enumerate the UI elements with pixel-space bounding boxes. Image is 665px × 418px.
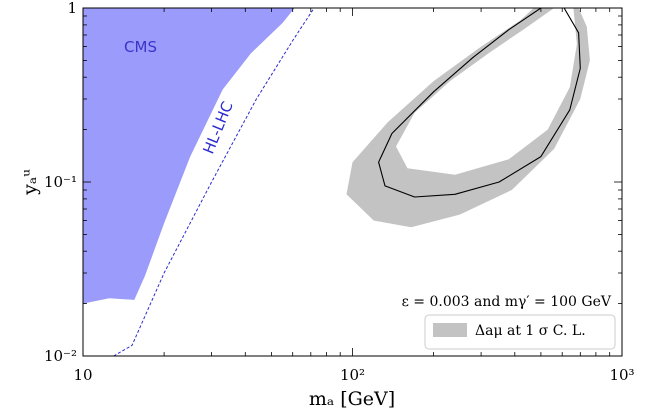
cms-region-label: CMS: [124, 38, 157, 56]
legend-frame: [424, 314, 616, 350]
axis-ticks: 10 10² 10³ 10⁻² 10⁻¹ 1: [44, 0, 635, 384]
x-tick-label: 10: [73, 366, 92, 384]
x-axis-label: mₐ [GeV]: [309, 388, 395, 410]
cms-excluded-region: [83, 8, 295, 304]
legend: Δaμ at 1 σ C. L.: [424, 314, 616, 350]
x-tick-label: 10³: [609, 366, 634, 384]
delta-a-mu-band: [346, 8, 590, 228]
x-tick-label: 10²: [340, 366, 365, 384]
y-axis-label: yₐᵘ: [19, 169, 41, 196]
delta-a-mu-central-line: [378, 8, 581, 198]
y-tick-label: 1: [67, 0, 77, 17]
hl-lhc-projection-line: [113, 8, 315, 356]
legend-label: Δaμ at 1 σ C. L.: [475, 323, 586, 339]
legend-swatch: [433, 323, 467, 337]
y-tick-label: 10⁻¹: [44, 173, 77, 191]
parameter-annotation: ε = 0.003 and mγ′ = 100 GeV: [402, 294, 612, 310]
y-tick-label: 10⁻²: [44, 347, 77, 365]
